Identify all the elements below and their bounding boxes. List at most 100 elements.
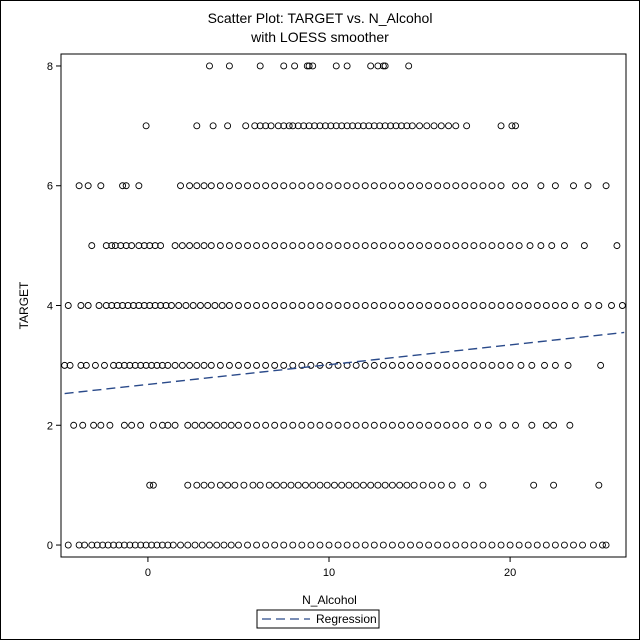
data-point-y6-46 [551, 182, 559, 190]
data-point-y0-19 [177, 541, 184, 549]
data-point-y6-7 [186, 182, 194, 190]
data-point-y8-10 [367, 62, 375, 70]
data-point-y3-27 [253, 361, 261, 369]
data-point-y3-32 [298, 361, 306, 369]
data-point-y5-54 [548, 242, 556, 250]
data-point-y7-3 [224, 122, 232, 130]
data-point-y1-37 [463, 481, 471, 489]
data-point-y4-29 [271, 302, 279, 309]
data-point-y4-8 [124, 302, 132, 309]
data-point-y1-14 [280, 481, 288, 489]
data-point-y6-35 [434, 182, 442, 190]
data-point-y3-59 [551, 361, 559, 369]
data-point-y0-8 [115, 541, 123, 549]
data-point-y0-65 [579, 541, 586, 549]
data-point-y4-39 [361, 302, 369, 309]
data-point-y7-8 [267, 122, 275, 130]
data-point-y1-8 [231, 481, 239, 489]
data-point-y5-1 [102, 242, 110, 250]
data-point-y3-39 [361, 361, 369, 369]
chart-title: Scatter Plot: TARGET vs. N_Alcohol [207, 10, 433, 26]
data-point-y4-25 [235, 302, 242, 309]
data-point-y2-34 [370, 421, 378, 429]
data-point-y3-2 [77, 361, 85, 369]
data-point-y5-8 [140, 242, 148, 250]
data-point-y0-51 [452, 541, 460, 549]
data-point-y1-28 [381, 481, 389, 489]
data-point-y4-19 [189, 302, 197, 309]
data-point-y5-52 [526, 242, 534, 250]
data-point-y2-2 [90, 421, 98, 429]
data-point-y3-24 [225, 361, 233, 369]
data-point-y5-18 [216, 242, 224, 250]
data-points [61, 62, 626, 549]
data-point-y7-15 [305, 122, 313, 130]
data-point-y5-49 [497, 242, 505, 250]
data-point-y1-39 [530, 481, 538, 489]
data-point-y4-55 [506, 302, 514, 309]
data-point-y4-45 [416, 302, 424, 309]
data-point-y0-46 [407, 541, 414, 549]
data-point-y0-31 [271, 541, 279, 549]
data-point-y5-17 [207, 242, 215, 250]
data-point-y7-17 [316, 122, 324, 130]
data-point-y0-24 [213, 541, 221, 549]
data-point-y7-7 [262, 122, 270, 130]
data-point-y2-8 [149, 421, 157, 429]
data-point-y5-12 [171, 242, 179, 250]
data-point-y2-33 [361, 421, 369, 429]
data-point-y1-16 [294, 481, 302, 489]
data-point-y6-48 [584, 182, 592, 190]
data-point-y3-8 [120, 361, 128, 369]
x-axis-label: N_Alcohol [302, 593, 357, 607]
data-point-y4-43 [397, 302, 405, 309]
data-point-y4-59 [542, 302, 550, 309]
data-point-y0-54 [479, 541, 487, 549]
data-point-y2-26 [298, 421, 306, 429]
data-point-y4-14 [157, 302, 165, 309]
data-point-y3-42 [388, 361, 396, 369]
data-point-y4-21 [204, 302, 212, 309]
data-point-y4-34 [316, 302, 324, 309]
data-point-y6-47 [570, 182, 577, 190]
y-tick-label-6: 6 [47, 181, 53, 193]
data-point-y6-20 [298, 182, 306, 190]
data-point-y6-43 [512, 182, 519, 190]
data-point-y5-3 [111, 242, 119, 250]
data-point-y4-28 [262, 302, 270, 309]
data-point-y2-24 [280, 421, 288, 429]
data-point-y5-46 [470, 242, 478, 250]
data-point-y2-37 [397, 421, 405, 429]
data-point-y3-47 [434, 361, 442, 369]
data-point-y2-50 [542, 421, 550, 429]
data-point-y0-0 [64, 541, 72, 549]
data-point-y3-55 [506, 361, 514, 369]
data-point-y0-3 [88, 541, 96, 549]
data-point-y1-24 [352, 481, 360, 489]
data-point-y8-13 [381, 62, 389, 70]
data-point-y8-9 [343, 62, 351, 70]
data-point-y3-3 [82, 361, 90, 369]
data-point-y4-38 [352, 302, 360, 309]
data-point-y0-13 [142, 541, 150, 549]
data-point-y3-61 [597, 361, 605, 369]
data-point-y7-1 [193, 122, 201, 130]
data-point-y5-2 [108, 242, 116, 250]
data-point-y4-42 [388, 302, 396, 309]
data-point-y5-20 [235, 242, 242, 250]
data-point-y5-29 [316, 242, 324, 250]
data-point-y0-36 [316, 541, 324, 549]
data-point-y5-32 [343, 242, 351, 250]
data-point-y4-3 [95, 302, 103, 309]
data-point-y0-14 [148, 541, 155, 549]
data-point-y0-47 [416, 541, 424, 549]
data-point-y2-5 [120, 421, 128, 429]
data-point-y0-38 [334, 541, 342, 549]
data-point-y7-24 [354, 122, 362, 130]
data-point-y5-47 [479, 242, 487, 250]
data-point-y7-9 [274, 122, 282, 130]
data-point-y6-44 [521, 182, 529, 190]
data-point-y0-18 [169, 541, 177, 549]
data-point-y4-23 [218, 302, 226, 309]
data-point-y2-46 [484, 421, 492, 429]
